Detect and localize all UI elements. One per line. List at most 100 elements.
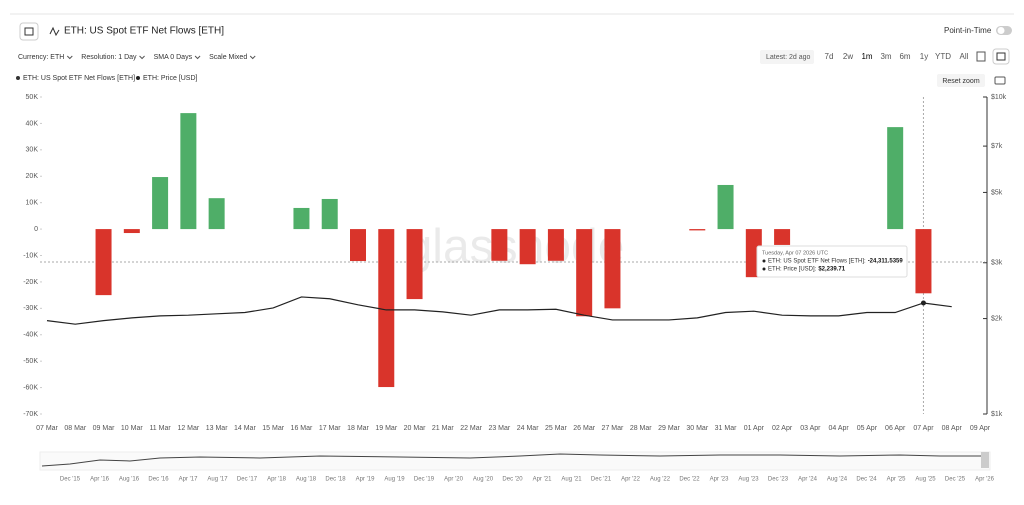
navigator <box>39 451 991 471</box>
control[interactable]: Resolution: 1 Day <box>81 54 137 61</box>
x-tick-label: 11 Mar <box>149 425 171 432</box>
bar <box>180 113 197 230</box>
x-tick-label: 06 Apr <box>885 425 906 432</box>
navigator-label: Aug '17 <box>207 477 228 483</box>
x-tick-label: 18 Mar <box>347 425 369 432</box>
navigator-label: Dec '21 <box>591 477 612 483</box>
navigator-label: Apr '16 <box>90 477 109 483</box>
navigator-line <box>41 453 985 467</box>
control[interactable]: SMA 0 Days <box>154 54 193 61</box>
navigator-label: Dec '16 <box>148 477 169 483</box>
bar <box>604 229 621 309</box>
range-button[interactable]: 7d <box>825 52 834 61</box>
control-caret <box>249 55 256 60</box>
navigator-label: Aug '18 <box>296 477 317 483</box>
range-button[interactable]: 1y <box>920 52 928 61</box>
bar <box>547 229 564 261</box>
tooltip-value: $2,239.71 <box>818 267 845 273</box>
x-tick-label: 25 Mar <box>545 425 567 432</box>
bar <box>774 229 791 245</box>
x-tick-label: 03 Apr <box>800 425 821 432</box>
x-tick-label: 04 Apr <box>829 425 850 432</box>
bar <box>95 229 112 296</box>
chart-icon <box>49 26 60 37</box>
navigator-label: Aug '24 <box>827 477 848 483</box>
y-tick-label: 20K <box>26 173 39 180</box>
y-tick-label: -60K <box>23 384 38 391</box>
x-tick-label: 17 Mar <box>319 425 341 432</box>
x-tick-label: 15 Mar <box>262 425 284 432</box>
navigator-label: Dec '22 <box>679 477 700 483</box>
y-tick-label: 30K <box>26 147 39 154</box>
x-tick-label: 07 Mar <box>36 425 58 432</box>
latest: Latest: 2d ago <box>766 54 810 61</box>
x-tick-label: 14 Mar <box>234 425 256 432</box>
x-tick-label: 31 Mar <box>715 425 737 432</box>
x-tick-label: 08 Apr <box>942 425 963 432</box>
latest-box <box>760 50 814 64</box>
x-tick-label: 16 Mar <box>291 425 313 432</box>
range-button[interactable]: 3m <box>880 52 891 61</box>
x-tick-label: 29 Mar <box>658 425 680 432</box>
range-button[interactable]: 6m <box>899 52 910 61</box>
y2-tick-label: $1k <box>991 411 1003 418</box>
navigator-label: Dec '20 <box>502 477 523 483</box>
tooltip-dot <box>762 267 766 271</box>
navigator-handle[interactable] <box>981 452 989 468</box>
y-tick-label: -70K <box>23 411 38 418</box>
tooltip-value: -24,311.5359 <box>868 259 904 265</box>
calendar-button[interactable] <box>992 48 1010 65</box>
tooltip-dot <box>762 259 766 263</box>
navigator-label: Dec '23 <box>768 477 789 483</box>
range-icon[interactable] <box>976 51 986 62</box>
bar <box>123 229 140 234</box>
control-caret <box>194 55 201 60</box>
x-tick-label: 02 Apr <box>772 425 793 432</box>
y2-tick-label: $7k <box>991 143 1003 150</box>
navigator-label: Dec '25 <box>945 477 966 483</box>
legend-dot <box>136 76 140 80</box>
navigator-label: Apr '17 <box>179 477 198 483</box>
x-tick-label: 28 Mar <box>630 425 652 432</box>
calendar-icon <box>996 52 1006 61</box>
control[interactable]: Currency: ETH <box>18 54 64 61</box>
navigator-label: Apr '24 <box>798 477 817 483</box>
sidebar-icon <box>24 27 34 36</box>
bar <box>293 207 310 230</box>
y-tick-label: -50K <box>23 358 38 365</box>
camera-icon[interactable] <box>994 76 1006 85</box>
bar <box>152 177 169 230</box>
tooltip-label: ETH: US Spot ETF Net Flows [ETH]: <box>768 259 866 265</box>
navigator-label: Aug '16 <box>119 477 140 483</box>
range-button[interactable]: YTD <box>935 52 951 61</box>
sidebar-button[interactable] <box>19 22 39 41</box>
bar <box>491 229 508 261</box>
range-button[interactable]: 2w <box>843 52 853 61</box>
reset-zoom[interactable]: Reset zoom <box>942 78 980 85</box>
y-tick-label: 0 <box>34 226 38 233</box>
navigator-label: Dec '17 <box>237 477 258 483</box>
range-button[interactable]: All <box>960 52 969 61</box>
y-tick-label: -40K <box>23 332 38 339</box>
range-button[interactable]: 1m <box>861 52 872 61</box>
navigator-label: Apr '25 <box>887 477 906 483</box>
x-tick-label: 05 Apr <box>857 425 878 432</box>
bar <box>519 229 536 265</box>
y-tick-label: 50K <box>26 94 39 101</box>
bar <box>887 127 904 230</box>
price-line <box>46 296 952 325</box>
navigator-label: Apr '19 <box>356 477 375 483</box>
control[interactable]: Scale Mixed <box>209 54 247 61</box>
legend-label[interactable]: ETH: US Spot ETF Net Flows [ETH] <box>23 75 135 82</box>
x-tick-label: 20 Mar <box>404 425 426 432</box>
reset-box[interactable] <box>937 74 985 87</box>
legend-label[interactable]: ETH: Price [USD] <box>143 75 198 82</box>
hover-dot <box>920 300 926 306</box>
navigator-label: Aug '22 <box>650 477 671 483</box>
toggle-label: Point-in-Time <box>944 26 992 35</box>
navigator-label: Dec '24 <box>856 477 877 483</box>
x-tick-label: 22 Mar <box>460 425 482 432</box>
control-caret <box>139 55 145 60</box>
